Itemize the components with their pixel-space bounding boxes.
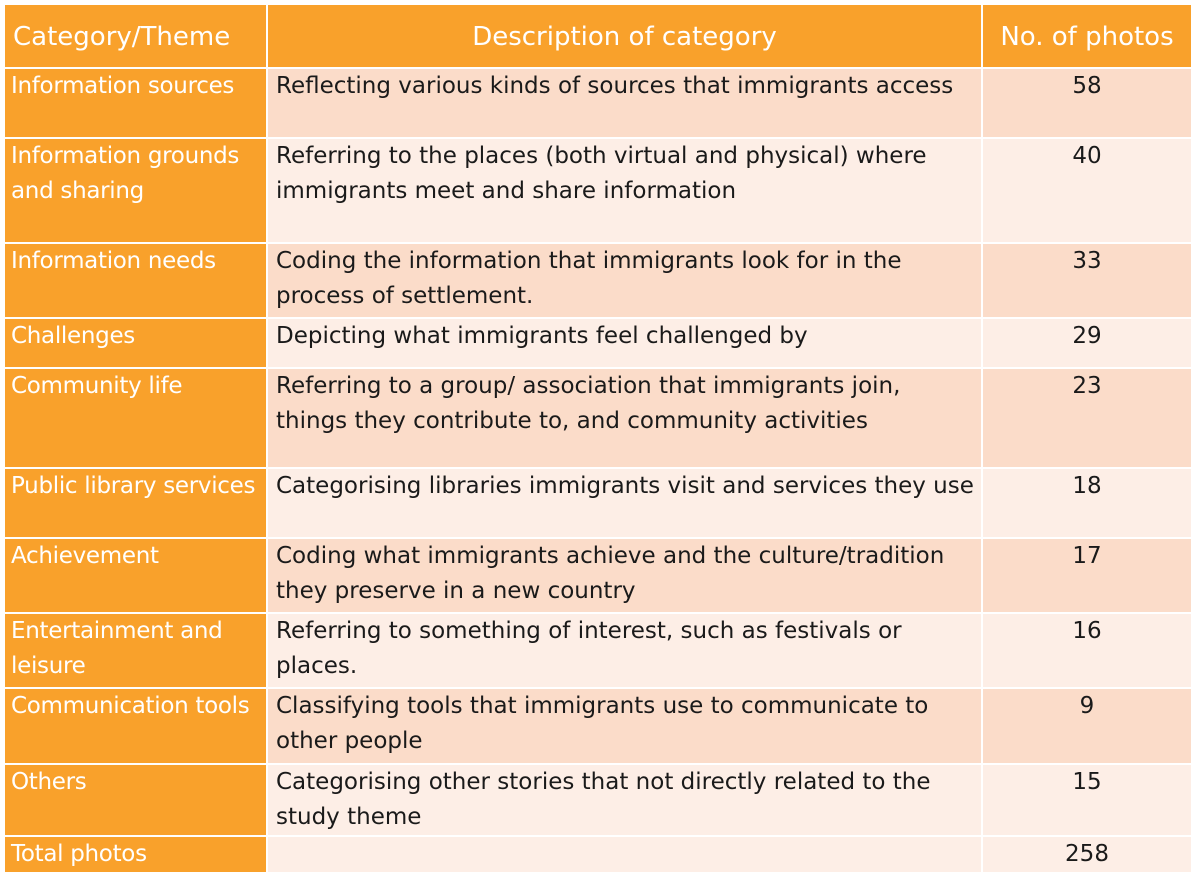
row-category: Community life bbox=[3, 367, 268, 469]
row-category: Public library services bbox=[3, 467, 268, 539]
row-description: Classifying tools that immigrants use to… bbox=[266, 687, 983, 765]
table-row: Information sources Reflecting various k… bbox=[3, 67, 1193, 139]
row-description: Coding the information that immigrants l… bbox=[266, 242, 983, 319]
row-count: 40 bbox=[981, 137, 1193, 244]
row-description: Depicting what immigrants feel challenge… bbox=[266, 317, 983, 369]
row-description: Reflecting various kinds of sources that… bbox=[266, 67, 983, 139]
row-category: Information grounds and sharing bbox=[3, 137, 268, 244]
table-row: Entertainment and leisure Referring to s… bbox=[3, 612, 1193, 689]
row-count: 17 bbox=[981, 537, 1193, 614]
row-category: Information sources bbox=[3, 67, 268, 139]
row-count: 18 bbox=[981, 467, 1193, 539]
row-count: 9 bbox=[981, 687, 1193, 765]
table-row: Information needs Coding the information… bbox=[3, 242, 1193, 319]
row-category: Achievement bbox=[3, 537, 268, 614]
row-description: Categorising libraries immigrants visit … bbox=[266, 467, 983, 539]
table-header-row: Category/Theme Description of category N… bbox=[3, 3, 1193, 69]
table-row: Public library services Categorising lib… bbox=[3, 467, 1193, 539]
row-category: Challenges bbox=[3, 317, 268, 369]
table-row: Information grounds and sharing Referrin… bbox=[3, 137, 1193, 244]
row-count: 23 bbox=[981, 367, 1193, 469]
header-description: Description of category bbox=[266, 3, 983, 69]
table-row: Challenges Depicting what immigrants fee… bbox=[3, 317, 1193, 369]
row-category: Entertainment and leisure bbox=[3, 612, 268, 689]
header-category: Category/Theme bbox=[3, 3, 268, 69]
row-count: 33 bbox=[981, 242, 1193, 319]
row-category: Information needs bbox=[3, 242, 268, 319]
row-description: Coding what immigrants achieve and the c… bbox=[266, 537, 983, 614]
row-count: 58 bbox=[981, 67, 1193, 139]
row-description: Referring to a group/ association that i… bbox=[266, 367, 983, 469]
table-row: Communication tools Classifying tools th… bbox=[3, 687, 1193, 765]
row-description: Referring to the places (both virtual an… bbox=[266, 137, 983, 244]
row-category: Others bbox=[3, 763, 268, 837]
table-row: Community life Referring to a group/ ass… bbox=[3, 367, 1193, 469]
category-table: Category/Theme Description of category N… bbox=[3, 3, 1193, 874]
total-label: Total photos bbox=[3, 835, 268, 874]
category-table-container: Category/Theme Description of category N… bbox=[3, 3, 1193, 874]
header-count: No. of photos bbox=[981, 3, 1193, 69]
row-count: 29 bbox=[981, 317, 1193, 369]
total-description bbox=[266, 835, 983, 874]
row-category: Communication tools bbox=[3, 687, 268, 765]
row-description: Referring to something of interest, such… bbox=[266, 612, 983, 689]
row-description: Categorising other stories that not dire… bbox=[266, 763, 983, 837]
row-count: 16 bbox=[981, 612, 1193, 689]
row-count: 15 bbox=[981, 763, 1193, 837]
table-row: Others Categorising other stories that n… bbox=[3, 763, 1193, 837]
table-row: Achievement Coding what immigrants achie… bbox=[3, 537, 1193, 614]
total-row: Total photos 258 bbox=[3, 835, 1193, 874]
total-count: 258 bbox=[981, 835, 1193, 874]
